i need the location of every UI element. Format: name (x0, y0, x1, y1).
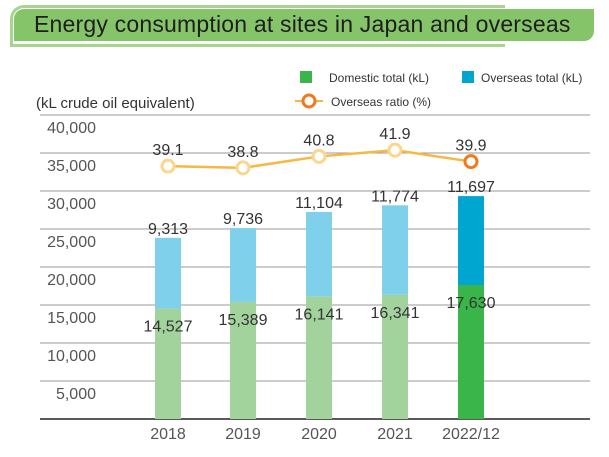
data-label-domestic: 16,341 (371, 305, 420, 322)
y-tick-label: 20,000 (47, 272, 96, 289)
y-tick-label: 30,000 (47, 196, 96, 213)
bar-overseas (230, 228, 256, 303)
y-tick-label: 5,000 (56, 386, 96, 403)
legend-swatch-domestic (300, 71, 312, 83)
data-label-domestic: 17,630 (447, 295, 496, 312)
x-tick-label: 2021 (377, 426, 413, 443)
data-label-ratio: 39.9 (455, 138, 486, 155)
bar-domestic (306, 296, 332, 419)
x-tick-label: 2018 (150, 426, 186, 443)
bar-domestic (382, 294, 408, 419)
legend-label-domestic: Domestic total (kL) (329, 71, 429, 85)
ratio-marker (311, 148, 327, 164)
bar-domestic (230, 302, 256, 419)
x-tick-label: 2022/12 (442, 426, 500, 443)
y-axis-label: (kL crude oil equivalent) (36, 95, 195, 112)
title-banner (14, 9, 594, 41)
y-tick-label: 10,000 (47, 348, 96, 365)
data-label-domestic: 16,141 (295, 306, 344, 323)
bar-domestic (458, 285, 484, 419)
data-label-domestic: 15,389 (219, 312, 268, 329)
data-label-overseas: 11,774 (371, 188, 419, 205)
data-label-domestic: 14,527 (144, 319, 193, 336)
y-tick-label: 40,000 (47, 120, 96, 137)
x-tick-label: 2020 (301, 426, 337, 443)
bar-overseas (306, 211, 332, 297)
legend-marker-ratio (301, 93, 317, 109)
bar-overseas (458, 196, 484, 286)
bar-domestic (155, 308, 181, 419)
x-tick-label: 2019 (225, 426, 261, 443)
title-frame (10, 5, 505, 47)
ratio-marker (463, 154, 479, 170)
data-label-ratio: 39.1 (152, 142, 183, 159)
data-label-ratio: 41.9 (379, 126, 410, 143)
bar-overseas (155, 237, 181, 309)
data-label-overseas: 9,736 (223, 211, 263, 228)
legend-label-ratio: Overseas ratio (%) (331, 95, 431, 109)
data-label-ratio: 38.8 (227, 144, 258, 161)
y-tick-label: 25,000 (47, 234, 96, 251)
data-label-overseas: 9,313 (148, 221, 188, 238)
chart-title: Energy consumption at sites in Japan and… (34, 11, 571, 37)
y-tick-label: 15,000 (47, 310, 96, 327)
legend-swatch-overseas (462, 71, 474, 83)
ratio-marker (387, 142, 403, 158)
data-label-overseas: 11,104 (295, 195, 343, 212)
ratio-marker (235, 160, 251, 176)
y-tick-label: 35,000 (47, 158, 96, 175)
legend: Domestic total (kL) Overseas total (kL) … (295, 71, 582, 109)
data-label-ratio: 40.8 (303, 132, 334, 149)
data-label-overseas: 11,697 (447, 179, 495, 196)
bar-overseas (382, 205, 408, 295)
legend-label-overseas: Overseas total (kL) (481, 71, 582, 85)
ratio-marker (160, 158, 176, 174)
